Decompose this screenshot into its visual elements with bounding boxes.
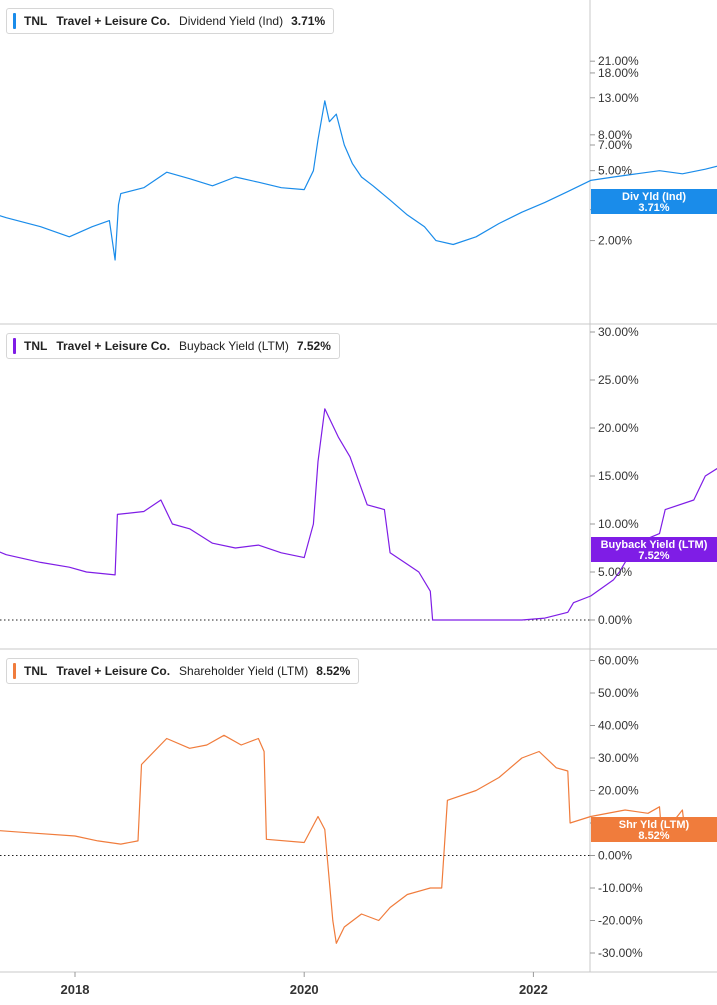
y-tick-label: 60.00% — [598, 654, 639, 668]
legend-swatch-shareholder — [13, 663, 16, 679]
y-tick-label: 2.00% — [598, 234, 632, 248]
y-tick-label: 21.00% — [598, 54, 639, 68]
legend-ticker: TNL — [24, 339, 48, 353]
y-tick-label: 7.00% — [598, 138, 632, 152]
legend-ticker: TNL — [24, 664, 48, 678]
legend-dividend: TNL Travel + Leisure Co. Dividend Yield … — [6, 8, 335, 34]
badge-value: 3.71% — [638, 202, 669, 214]
legend-company: Travel + Leisure Co. — [56, 664, 171, 678]
value-badge-dividend — [591, 189, 717, 214]
series-lines — [0, 100, 717, 944]
badge-value: 7.52% — [638, 550, 669, 562]
y-tick-label: 15.00% — [598, 469, 639, 483]
badge-label: Buyback Yield (LTM) — [601, 539, 708, 551]
series-line-buyback — [0, 408, 717, 621]
legend-swatch-dividend — [13, 13, 16, 29]
y-tick-label: -20.00% — [598, 914, 643, 928]
grid-lines — [0, 0, 717, 973]
legend-company: Travel + Leisure Co. — [56, 14, 171, 28]
y-tick-label: 50.00% — [598, 686, 639, 700]
legend-metric: Dividend Yield (Ind) — [179, 14, 284, 28]
legend-value: 8.52% — [316, 664, 351, 678]
y-tick-label: 13.00% — [598, 91, 639, 105]
legend-buyback: TNL Travel + Leisure Co. Buyback Yield (… — [6, 333, 340, 359]
series-line-shareholder — [0, 734, 717, 944]
value-badges: Div Yld (Ind)3.71% Buyback Yield (LTM)7.5… — [591, 189, 717, 842]
y-tick-label: 8.00% — [598, 128, 632, 142]
y-tick-label: 0.00% — [598, 849, 632, 863]
y-tick-label: 40.00% — [598, 719, 639, 733]
y-tick-label: 30.00% — [598, 751, 639, 765]
y-tick-label: 20.00% — [598, 421, 639, 435]
legend-value: 7.52% — [296, 339, 331, 353]
y-tick-label: 0.00% — [598, 613, 632, 627]
legend-shareholder: TNL Travel + Leisure Co. Shareholder Yie… — [6, 658, 360, 684]
y-tick-label: 5.00% — [598, 565, 632, 579]
legend-company: Travel + Leisure Co. — [56, 339, 171, 353]
y-tick-label: -10.00% — [598, 881, 643, 895]
y-tick-label: 18.00% — [598, 66, 639, 80]
legend-metric: Shareholder Yield (LTM) — [179, 664, 309, 678]
y-tick-label: 25.00% — [598, 373, 639, 387]
x-tick-label: 2020 — [290, 982, 319, 997]
y-tick-label: 10.00% — [598, 517, 639, 531]
y-tick-label: -30.00% — [598, 946, 643, 960]
value-badge-shareholder — [591, 817, 717, 842]
y-tick-label: 20.00% — [598, 784, 639, 798]
legend-value: 3.71% — [291, 14, 326, 28]
badge-label: Shr Yld (LTM) — [619, 819, 690, 831]
legend-metric: Buyback Yield (LTM) — [179, 339, 289, 353]
badge-label: Div Yld (Ind) — [622, 191, 686, 203]
x-tick-label: 2018 — [61, 982, 90, 997]
y-tick-label: 30.00% — [598, 325, 639, 339]
y-tick-label: 5.00% — [598, 164, 632, 178]
badge-value: 8.52% — [638, 830, 669, 842]
legend-swatch-buyback — [13, 338, 16, 354]
series-line-dividend — [0, 100, 717, 261]
x-tick-label: 2022 — [519, 982, 548, 997]
legend-ticker: TNL — [24, 14, 48, 28]
value-badge-buyback — [591, 537, 717, 562]
